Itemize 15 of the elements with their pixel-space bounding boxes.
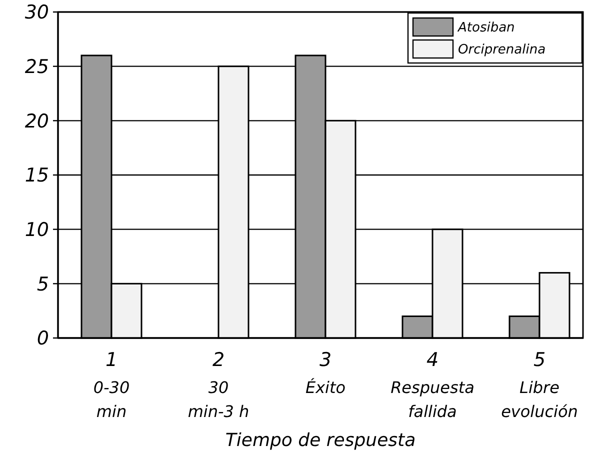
y-tick-label: 0 <box>36 328 49 350</box>
y-tick-label: 10 <box>24 218 49 241</box>
legend-label: Atosiban <box>457 20 515 36</box>
y-tick-label: 15 <box>24 164 49 187</box>
x-tick-label: 2 30 min-3 h <box>188 349 250 421</box>
x-tick-label: 5 Libre evolución <box>501 349 578 421</box>
x-axis-title: Tiempo de respuesta <box>225 430 416 451</box>
legend-label: Orciprenalina <box>458 42 546 58</box>
y-tick-label: 20 <box>24 110 49 132</box>
y-tick-label: 5 <box>36 273 49 296</box>
x-tick-label: 1 0-30 min <box>93 349 130 421</box>
y-tick-label: 25 <box>24 56 49 78</box>
x-tick-label: 3 Éxito <box>305 349 346 397</box>
y-tick-label: 30 <box>24 2 49 24</box>
x-tick-label: 4 Respuesta fallida <box>390 349 474 421</box>
